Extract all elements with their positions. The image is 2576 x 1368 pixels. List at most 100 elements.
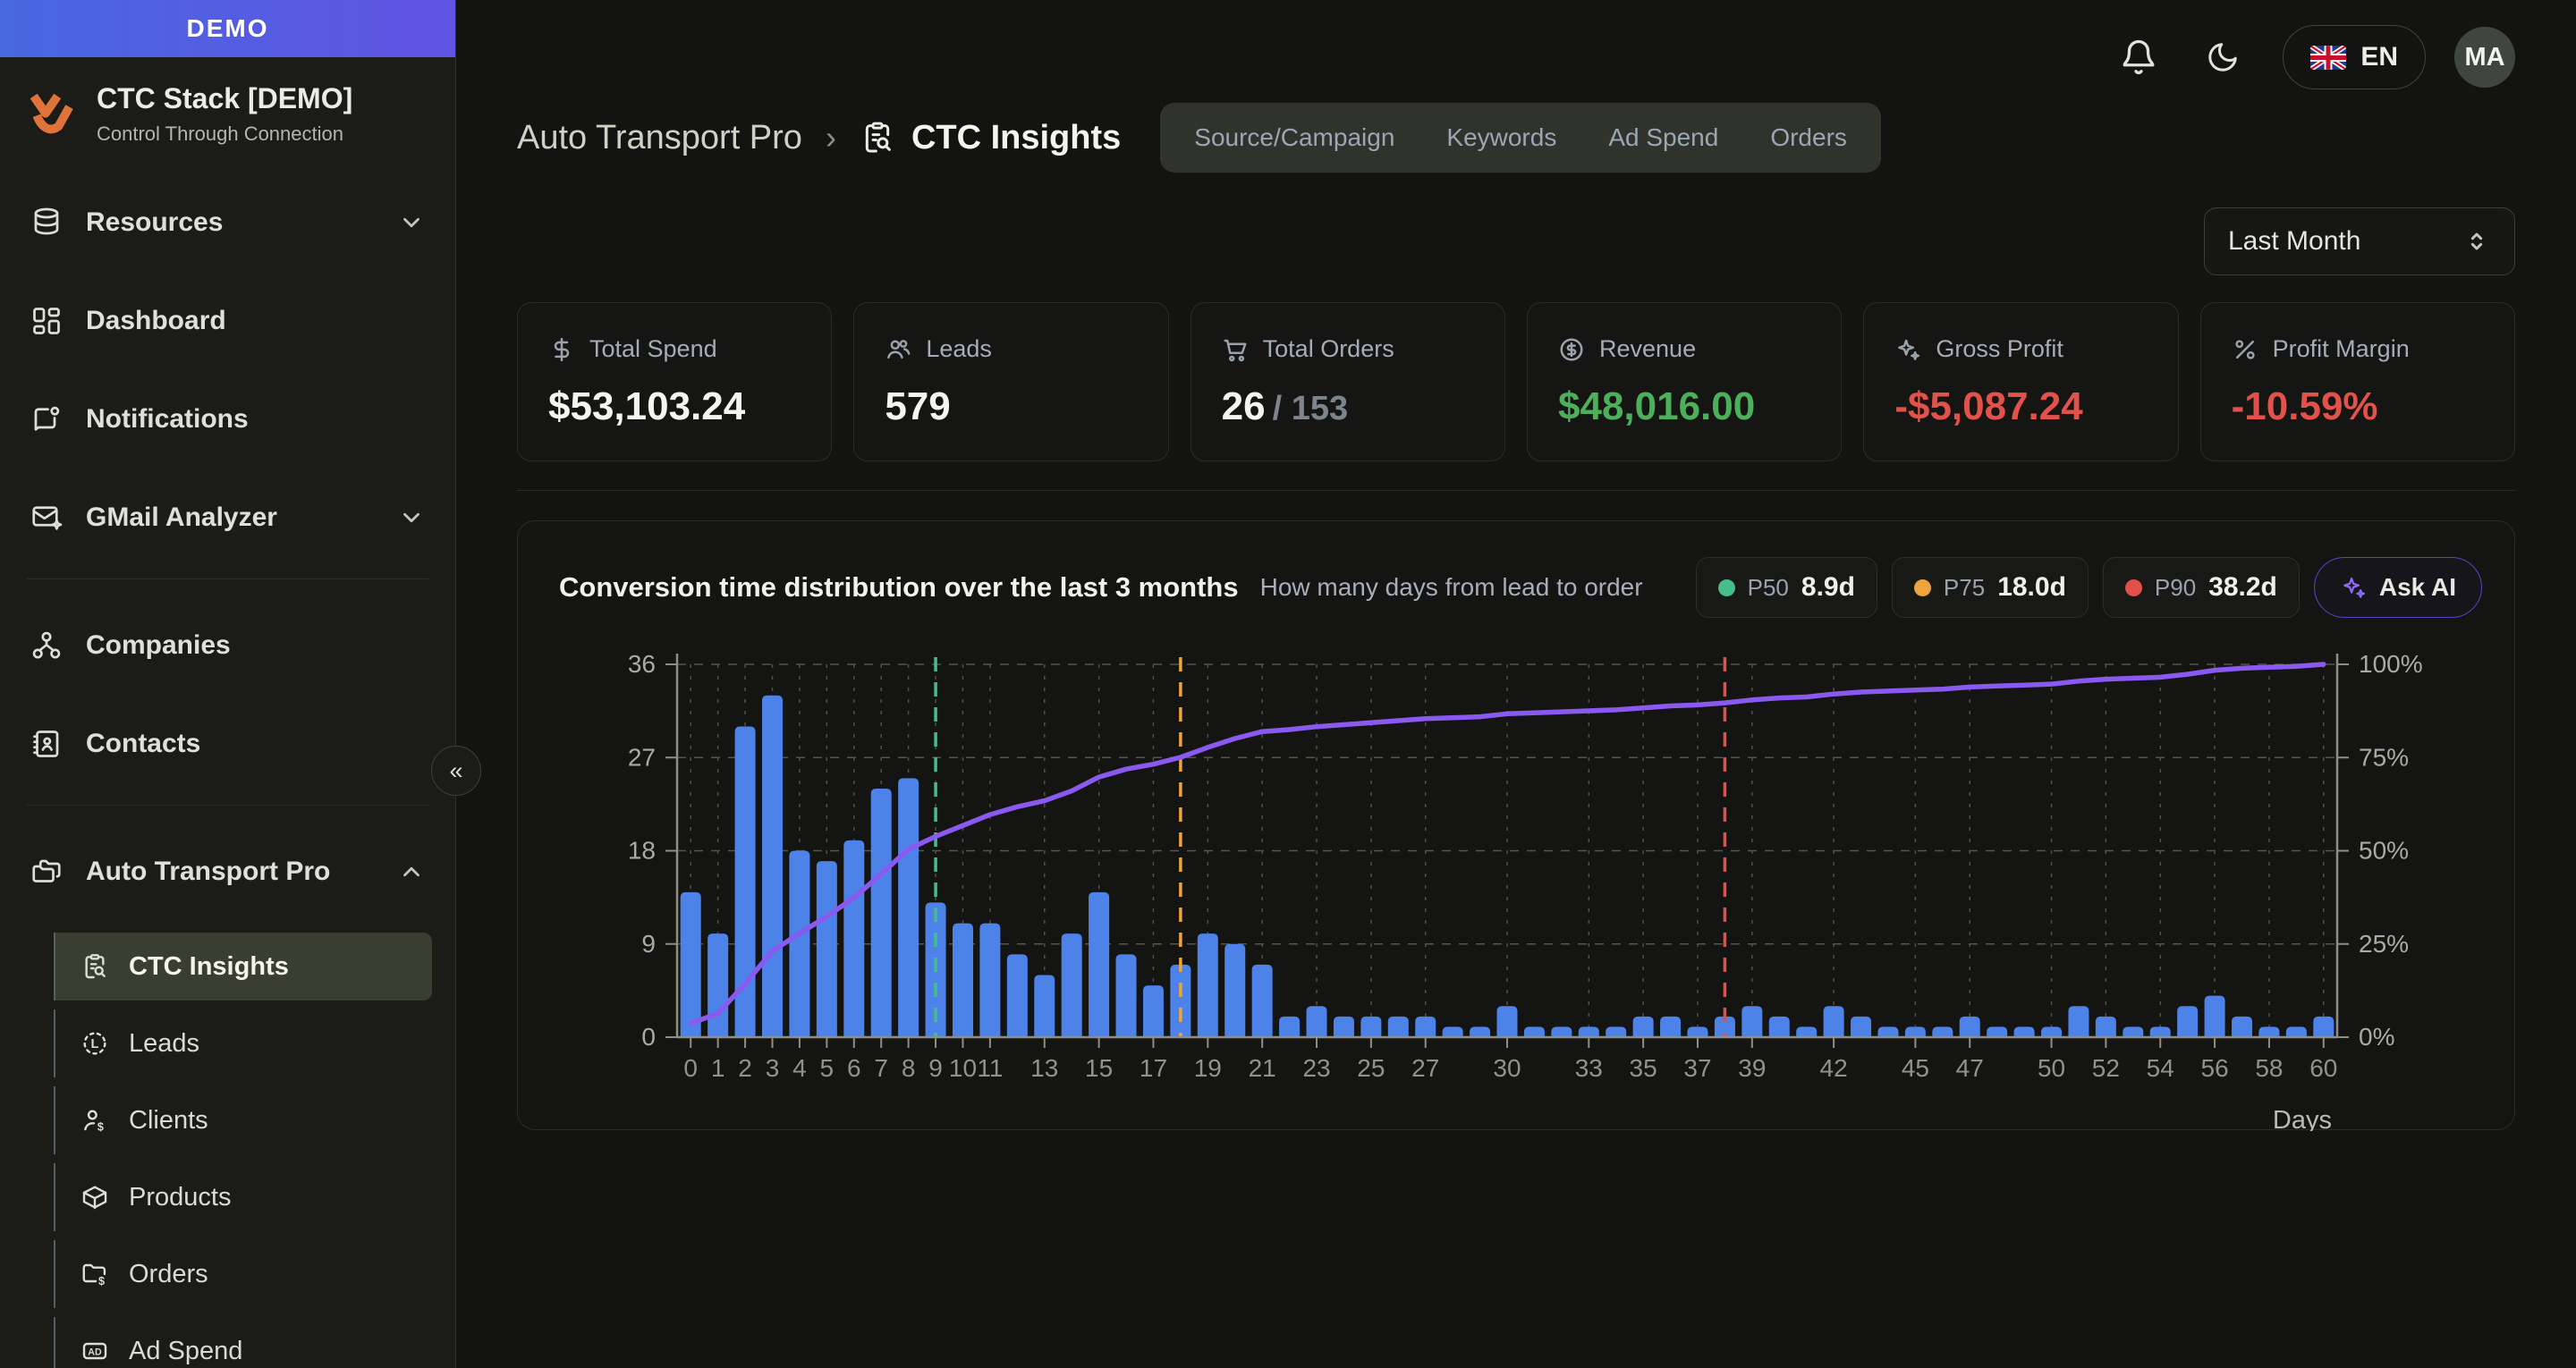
cart-icon	[1224, 339, 1247, 361]
kpi-leads: Leads 579	[853, 302, 1169, 461]
svg-text:7: 7	[874, 1054, 888, 1082]
svg-text:58: 58	[2255, 1054, 2283, 1082]
p50-dot	[1717, 578, 1735, 596]
period-select[interactable]: Last Month	[2204, 207, 2515, 275]
sidebar-item-label: GMail Analyzer	[86, 502, 277, 532]
kpi-value-primary: 26	[1221, 384, 1266, 428]
percent-icon	[2235, 339, 2255, 359]
chart-header: Conversion time distribution over the la…	[518, 521, 2514, 618]
sidebar-item-leads[interactable]: L Leads	[54, 1009, 432, 1077]
breadcrumb-parent[interactable]: Auto Transport Pro	[517, 118, 802, 156]
conversion-histogram: 0 1 2 3 4 5 6 7 8 9 10 11 13 15 17 19 21 23 25 27 30 33 35 37 39…	[628, 650, 2423, 1131]
svg-text:$: $	[98, 1275, 105, 1288]
svg-text:9: 9	[928, 1054, 943, 1082]
package-icon	[82, 1186, 107, 1210]
ad-badge-icon: AD	[82, 1342, 107, 1360]
leads-icon: L	[83, 1032, 106, 1055]
chip-label: P90	[2154, 573, 2197, 601]
svg-text:AD: AD	[88, 1347, 102, 1358]
svg-text:L: L	[91, 1037, 99, 1051]
kpi-value: -10.59%	[2231, 384, 2378, 428]
sidebar-item-auto-transport-pro[interactable]: Auto Transport Pro	[23, 834, 432, 909]
controls-row: Last Month	[517, 207, 2515, 275]
kpi-value: 26/ 153	[1222, 384, 1474, 429]
svg-text:100%: 100%	[2359, 650, 2423, 678]
uk-flag-icon	[2310, 45, 2347, 70]
p90-dot	[2124, 578, 2142, 596]
svg-text:47: 47	[1956, 1054, 1984, 1082]
dollar-icon	[554, 337, 570, 361]
tab-keywords[interactable]: Keywords	[1446, 123, 1557, 151]
language-switcher[interactable]: EN	[2283, 25, 2426, 89]
sidebar-item-label: Ad Spend	[129, 1336, 243, 1365]
sidebar-item-resources[interactable]: Resources	[23, 185, 432, 260]
kpi-value: 579	[885, 384, 951, 428]
sidebar-collapse-button[interactable]: «	[431, 746, 481, 796]
svg-text:35: 35	[1630, 1054, 1657, 1082]
sidebar-item-label: Dashboard	[86, 306, 226, 335]
kpi-label: Gross Profit	[1936, 335, 2063, 362]
sparkles-icon	[2343, 577, 2365, 598]
kpi-row: Total Spend $53,103.24 Leads 579	[517, 302, 2515, 461]
kpi-label: Leads	[926, 335, 992, 362]
sidebar-item-label: CTC Insights	[129, 951, 289, 981]
svg-text:$: $	[97, 1120, 104, 1133]
kpi-value: $48,016.00	[1558, 384, 1756, 428]
notifications-icon	[34, 406, 60, 431]
tab-orders[interactable]: Orders	[1770, 123, 1847, 151]
client-dollar-icon: $	[84, 1110, 104, 1133]
sidebar-item-label: Clients	[129, 1105, 208, 1135]
breadcrumb-separator: ›	[825, 119, 836, 156]
sidebar-item-orders[interactable]: $ Orders	[54, 1240, 432, 1308]
chip-value: 38.2d	[2208, 572, 2277, 602]
brand-subtitle: Control Through Connection	[97, 122, 343, 145]
svg-text:27: 27	[628, 743, 656, 771]
chip-label: P50	[1747, 573, 1789, 601]
kpi-gross-profit: Gross Profit -$5,087.24	[1863, 302, 2179, 461]
svg-text:25: 25	[1357, 1054, 1385, 1082]
clipboard-search-icon	[85, 954, 106, 979]
sidebar-item-contacts[interactable]: Contacts	[23, 706, 432, 781]
svg-text:50%: 50%	[2359, 837, 2409, 865]
svg-text:50: 50	[2038, 1054, 2065, 1082]
kpi-total-orders: Total Orders 26/ 153	[1190, 302, 1505, 461]
updown-icon	[2470, 232, 2483, 250]
sidebar-item-dashboard[interactable]: Dashboard	[23, 283, 432, 359]
tab-ad-spend[interactable]: Ad Spend	[1608, 123, 1719, 151]
bell-icon[interactable]	[2120, 38, 2157, 76]
sidebar-nav: Resources Dashboard Notifications GMa	[0, 162, 455, 1368]
sidebar-item-ad-spend[interactable]: AD Ad Spend	[54, 1317, 432, 1368]
sidebar-item-clients[interactable]: $ Clients	[54, 1086, 432, 1154]
sidebar-item-ctc-insights[interactable]: CTC Insights	[54, 933, 432, 1001]
svg-text:15: 15	[1085, 1054, 1113, 1082]
svg-text:37: 37	[1683, 1054, 1711, 1082]
sidebar-item-notifications[interactable]: Notifications	[23, 382, 432, 457]
tab-strip: Source/Campaign Keywords Ad Spend Orders	[1160, 103, 1881, 173]
ask-ai-button[interactable]: Ask AI	[2313, 557, 2482, 618]
svg-text:33: 33	[1575, 1054, 1603, 1082]
svg-text:56: 56	[2201, 1054, 2229, 1082]
chevron-down-icon	[403, 217, 419, 228]
sidebar-item-products[interactable]: Products	[54, 1163, 432, 1231]
svg-text:6: 6	[847, 1054, 861, 1082]
chip-p50: P50 8.9d	[1695, 557, 1877, 618]
sidebar-item-gmail-analyzer[interactable]: GMail Analyzer	[23, 480, 432, 555]
svg-text:0%: 0%	[2359, 1023, 2394, 1051]
sidebar: DEMO CTC Stack [DEMO] Control Through Co…	[0, 0, 481, 1368]
svg-text:19: 19	[1194, 1054, 1222, 1082]
svg-text:8: 8	[902, 1054, 916, 1082]
chip-value: 18.0d	[1997, 572, 2066, 602]
sidebar-divider	[27, 578, 428, 579]
moon-icon[interactable]	[2206, 40, 2240, 74]
svg-text:45: 45	[1902, 1054, 1929, 1082]
svg-text:11: 11	[977, 1054, 1003, 1082]
percentile-chips: P50 8.9d P75 18.0d P90 38.2d	[1695, 557, 2482, 618]
chip-label: P75	[1943, 573, 1986, 601]
tab-source-campaign[interactable]: Source/Campaign	[1194, 123, 1395, 151]
conversion-chart-card: Conversion time distribution over the la…	[517, 520, 2515, 1131]
kpi-profit-margin: Profit Margin -10.59%	[2199, 302, 2515, 461]
sidebar-item-companies[interactable]: Companies	[23, 608, 432, 683]
avatar[interactable]: MA	[2454, 27, 2515, 88]
breadcrumb-row: Auto Transport Pro › CTC Insights Source…	[517, 102, 2515, 173]
mail-sparkle-icon	[32, 506, 63, 530]
